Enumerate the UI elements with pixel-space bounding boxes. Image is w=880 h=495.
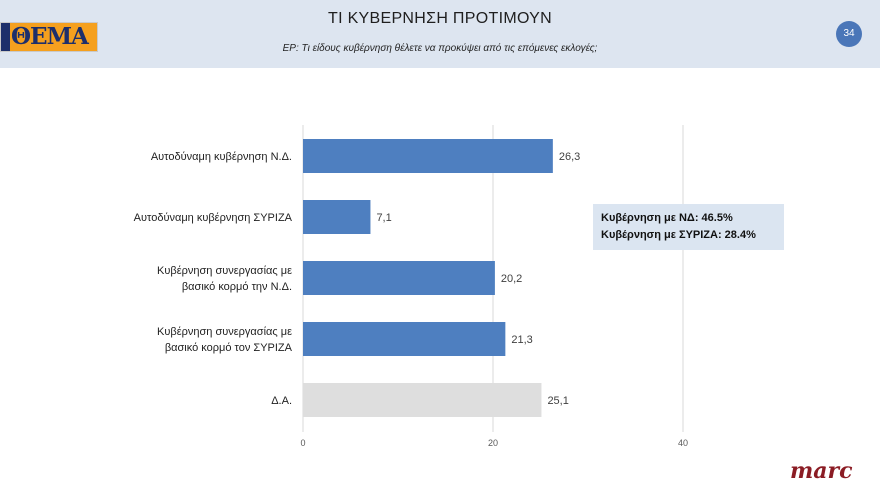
category-label-line: Αυτοδύναμη κυβέρνηση Ν.Δ. [150,151,292,163]
category-label: Αυτοδύναμη κυβέρνηση ΣΥΡΙΖΑ [0,210,292,226]
bar [303,261,495,295]
value-label: 7,1 [376,212,391,224]
category-label-line: βασικό κορμό τον ΣΥΡΙΖΑ [164,342,292,354]
header-banner: ΘΕΜΑ ΤΙ ΚΥΒΕΡΝΗΣΗ ΠΡΟΤΙΜΟΥΝ ΕΡ: Τι είδου… [0,0,880,68]
bar [303,139,553,173]
value-label: 25,1 [547,395,568,407]
bar [303,383,542,417]
newspaper-logo: ΘΕΜΑ [0,22,98,52]
marc-logo: marc [790,458,853,484]
bar [303,322,506,356]
category-label-line: βασικό κορμό την Ν.Δ. [181,281,292,293]
category-label: Κυβέρνηση συνεργασίας με βασικό κορμό την… [0,263,292,295]
summary-callout: Κυβέρνηση με ΝΔ: 46.5% Κυβέρνηση με ΣΥΡΙ… [593,204,784,250]
question-subtitle: ΕΡ: Τι είδους κυβέρνηση θέλετε να προκύψ… [282,43,598,54]
callout-line-syriza: Κυβέρνηση με ΣΥΡΙΖΑ: 28.4% [601,229,756,241]
x-tick-label: 40 [678,438,688,448]
category-label-line: Δ.Α. [271,395,292,407]
x-tick-label: 0 [300,438,305,448]
value-label: 20,2 [501,273,522,285]
category-label: Κυβέρνηση συνεργασίας με βασικό κορμό τον… [0,324,292,356]
page-number-badge: 34 [836,21,862,47]
category-label-line: Κυβέρνηση συνεργασίας με [157,265,292,277]
value-label: 26,3 [559,151,580,163]
page-title: ΤΙ ΚΥΒΕΡΝΗΣΗ ΠΡΟΤΙΜΟΥΝ [328,10,552,27]
category-label: Αυτοδύναμη κυβέρνηση Ν.Δ. [0,149,292,165]
category-label-line: Αυτοδύναμη κυβέρνηση ΣΥΡΙΖΑ [133,212,292,224]
category-label-line: Κυβέρνηση συνεργασίας με [157,326,292,338]
logo-text: ΘΕΜΑ [11,23,89,50]
x-tick-label: 20 [488,438,498,448]
category-label: Δ.Α. [0,393,292,409]
value-label: 21,3 [511,334,532,346]
bar [303,200,371,234]
callout-line-nd: Κυβέρνηση με ΝΔ: 46.5% [601,212,733,224]
logo-side-stripe [1,23,10,51]
